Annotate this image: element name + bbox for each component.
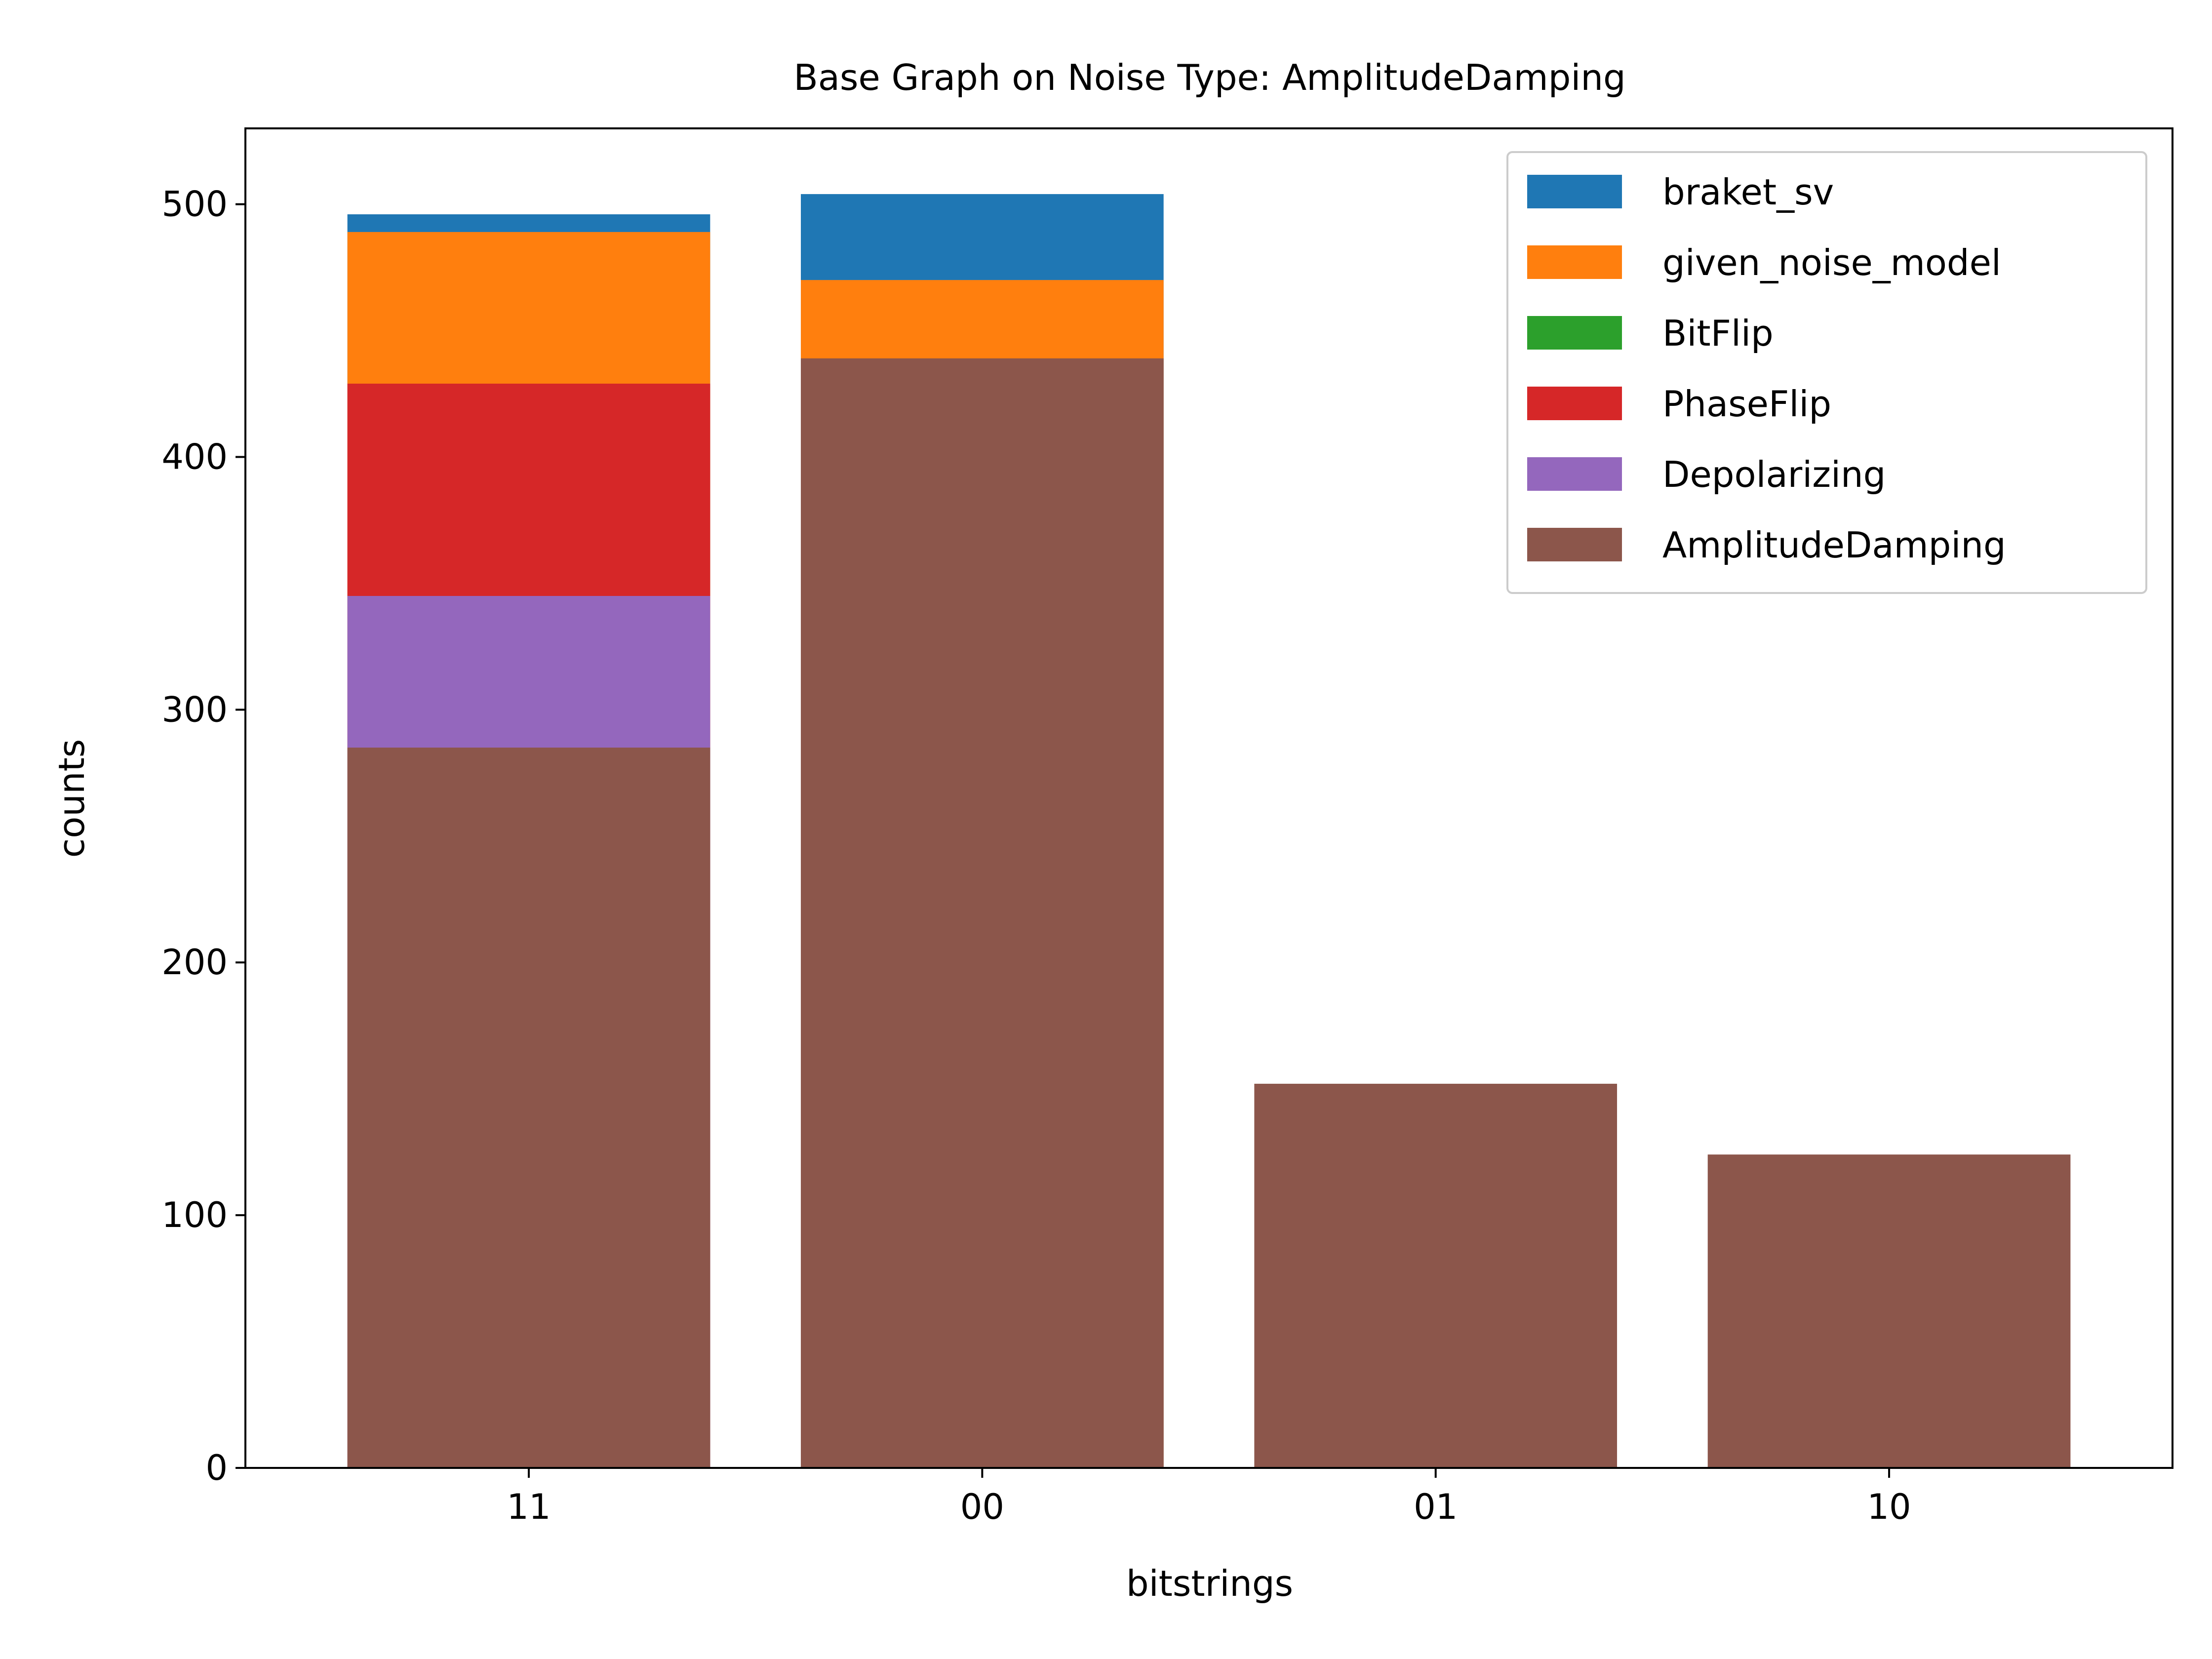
y-tick-label: 500 — [161, 184, 228, 225]
bar-AmplitudeDamping-11 — [347, 748, 711, 1468]
legend-box — [1506, 151, 2147, 594]
x-tick-label: 00 — [960, 1487, 1004, 1527]
y-tick-label: 200 — [161, 942, 228, 983]
y-tick-label: 300 — [161, 689, 228, 730]
legend-swatch-BitFlip — [1527, 316, 1622, 350]
x-tick-label: 01 — [1414, 1487, 1458, 1527]
y-axis: 0 100 200 300 400 500 — [161, 184, 245, 1488]
y-tick-label: 0 — [205, 1448, 228, 1488]
x-axis-label: bitstrings — [1126, 1563, 1293, 1604]
legend-label-Depolarizing: Depolarizing — [1662, 454, 1886, 495]
legend-swatch-given_noise_model — [1527, 245, 1622, 279]
legend-label-given_noise_model: given_noise_model — [1662, 242, 2001, 283]
chart-title: Base Graph on Noise Type: AmplitudeDampi… — [793, 57, 1625, 98]
bar-AmplitudeDamping-01 — [1254, 1083, 1618, 1468]
y-axis-label: counts — [51, 739, 92, 858]
x-tick-label: 11 — [507, 1487, 551, 1527]
x-tick-label: 10 — [1867, 1487, 1911, 1527]
bar-AmplitudeDamping-10 — [1707, 1154, 2071, 1468]
legend-label-PhaseFlip: PhaseFlip — [1662, 383, 1831, 425]
legend: braket_sv given_noise_model BitFlip PhaseFl… — [1506, 151, 2147, 594]
x-axis: 11 00 01 10 — [507, 1468, 1911, 1527]
legend-swatch-PhaseFlip — [1527, 387, 1622, 420]
legend-swatch-AmplitudeDamping — [1527, 528, 1622, 561]
y-tick-label: 400 — [161, 436, 228, 477]
legend-label-AmplitudeDamping: AmplitudeDamping — [1662, 524, 2006, 566]
legend-label-BitFlip: BitFlip — [1662, 313, 1774, 354]
bars-layer — [347, 194, 2071, 1468]
legend-swatch-Depolarizing — [1527, 457, 1622, 491]
legend-swatch-braket_sv — [1527, 175, 1622, 208]
legend-label-braket_sv: braket_sv — [1662, 171, 1834, 213]
y-tick-label: 100 — [161, 1195, 228, 1235]
bar-AmplitudeDamping-00 — [800, 358, 1164, 1468]
plot-frame — [244, 127, 2173, 1469]
